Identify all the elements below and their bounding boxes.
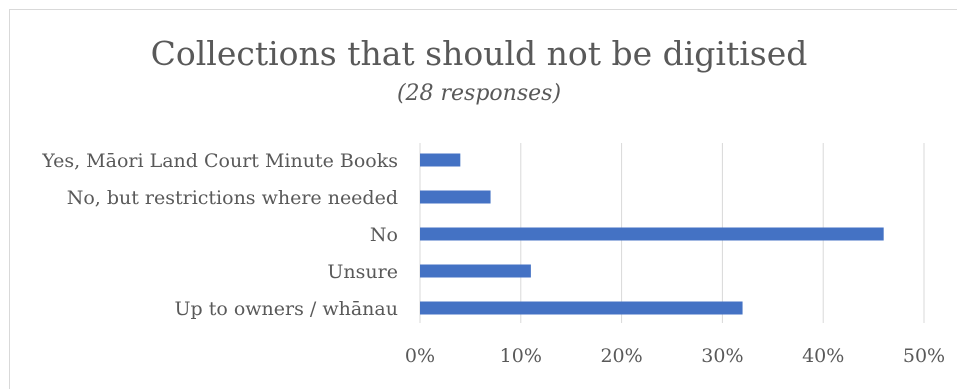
bar — [420, 153, 461, 167]
x-tick-labels: 0% 10% 20% 30% 40% 50% — [405, 345, 945, 367]
x-tick-label: 0% — [405, 345, 435, 367]
category-label: No, but restrictions where needed — [67, 187, 398, 209]
bar — [420, 227, 884, 241]
bar — [420, 264, 531, 278]
category-label: No — [370, 224, 398, 246]
bar — [420, 301, 743, 315]
x-tick-label: 10% — [500, 345, 542, 367]
x-tick-label: 40% — [802, 345, 844, 367]
category-label: Yes, Māori Land Court Minute Books — [41, 150, 398, 172]
x-tick-label: 30% — [701, 345, 743, 367]
category-label: Unsure — [327, 261, 398, 283]
bar-chart: Yes, Māori Land Court Minute Books No, bu… — [41, 143, 945, 367]
x-tick-label: 20% — [600, 345, 642, 367]
chart-frame — [9, 9, 957, 389]
chart-title: Collections that should not be digitised — [150, 34, 808, 73]
category-label: Up to owners / whānau — [175, 298, 398, 320]
category-labels: Yes, Māori Land Court Minute Books No, bu… — [41, 150, 398, 320]
chart-subtitle: (28 responses) — [396, 81, 562, 106]
bars — [420, 153, 884, 315]
x-tick-label: 50% — [903, 345, 945, 367]
bar — [420, 190, 491, 204]
